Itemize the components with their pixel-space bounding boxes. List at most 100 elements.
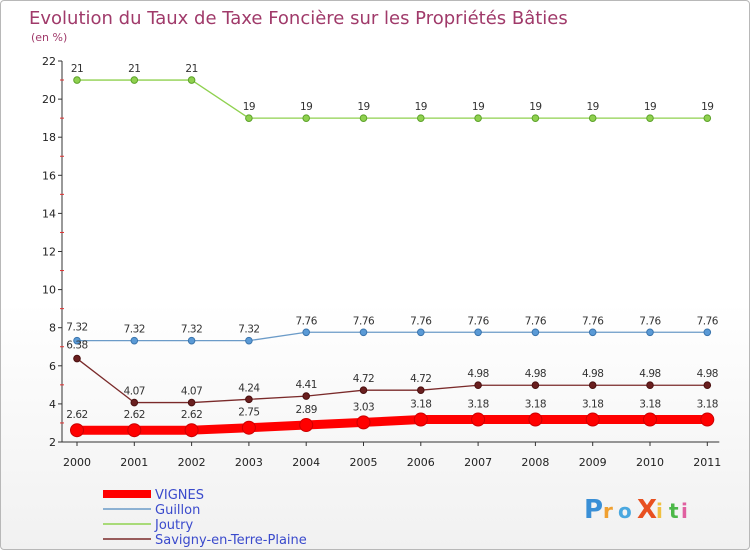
series-point-2 (703, 114, 712, 122)
data-label-1: 7.76 (353, 315, 375, 327)
data-label-0: 2.75 (238, 407, 259, 419)
data-label-3: 4.07 (124, 386, 145, 398)
y-tick-label: 2 (49, 436, 56, 449)
y-tick-label: 6 (49, 360, 56, 373)
series-point-1 (245, 336, 253, 345)
logo-letter: X (637, 495, 657, 525)
series-point-2 (187, 76, 196, 84)
data-label-2: 19 (587, 101, 599, 113)
data-label-3: 4.07 (181, 386, 202, 398)
series-point-3 (245, 395, 253, 404)
series-point-2 (531, 114, 540, 122)
data-label-3: 4.98 (467, 368, 488, 380)
x-tick-label: 2006 (407, 456, 435, 469)
series-line-0 (72, 415, 712, 435)
series-point-0 (241, 420, 256, 435)
data-label-2: 19 (415, 101, 427, 113)
data-labels: 21 21 21 19 19 19 19 19 19 19 19 19 7.32 7.32 7.32 7.32… (66, 63, 719, 421)
series-point-1 (130, 336, 139, 345)
series-point-0 (127, 423, 142, 438)
data-label-0: 2.62 (66, 409, 87, 421)
series-point-3 (187, 398, 196, 407)
series-point-0 (700, 412, 715, 427)
series-point-3 (417, 386, 425, 394)
data-label-3: 4.98 (697, 368, 718, 380)
series-point-0 (643, 412, 657, 427)
legend-label-1: Guillon (155, 503, 200, 518)
series-point-2 (588, 114, 597, 122)
series-point-2 (302, 114, 311, 122)
data-label-2: 19 (357, 101, 369, 113)
data-label-3: 4.72 (353, 373, 374, 385)
data-label-3: 4.98 (525, 368, 546, 380)
series-point-3 (531, 381, 540, 390)
y-tick-label: 20 (42, 93, 56, 106)
series-point-0 (70, 423, 84, 438)
x-tick-label: 2001 (120, 456, 148, 469)
series-point-0 (299, 418, 314, 433)
series-point-2 (417, 114, 425, 122)
data-label-2: 19 (529, 101, 541, 113)
data-label-1: 7.76 (697, 315, 719, 327)
data-label-3: 4.24 (238, 382, 260, 394)
series-line-1 (76, 331, 708, 342)
y-tick-label: 16 (42, 169, 56, 182)
data-label-3: 4.41 (296, 379, 317, 391)
data-label-0: 2.62 (124, 409, 145, 421)
series-point-1 (302, 328, 311, 337)
legend-label-2: Joutry (154, 518, 193, 533)
data-label-2: 21 (71, 63, 83, 75)
y-tick-label: 14 (42, 207, 56, 220)
series-point-0 (184, 423, 199, 438)
x-tick-label: 2011 (693, 456, 721, 469)
data-label-2: 19 (701, 101, 713, 113)
series-point-0 (585, 412, 600, 427)
data-label-1: 7.76 (525, 315, 547, 327)
y-tick-label: 8 (49, 322, 56, 335)
data-label-3: 4.98 (582, 368, 603, 380)
data-label-0: 3.18 (525, 399, 546, 411)
series-point-3 (703, 381, 712, 390)
data-label-3: 6.38 (66, 340, 87, 352)
series-line-3 (76, 357, 708, 404)
data-label-1: 7.76 (410, 315, 432, 327)
data-label-0: 3.18 (410, 399, 431, 411)
series-point-1 (646, 328, 654, 337)
data-label-0: 3.18 (467, 399, 488, 411)
data-label-2: 19 (644, 101, 656, 113)
series-point-1 (474, 328, 482, 337)
data-label-2: 21 (128, 63, 140, 75)
series-point-1 (359, 328, 368, 337)
series-point-3 (646, 381, 654, 390)
series-point-2 (359, 114, 368, 122)
y-tick-label: 18 (42, 131, 56, 144)
data-label-1: 7.76 (296, 315, 318, 327)
series-point-3 (302, 392, 311, 400)
y-tick-label: 10 (42, 284, 56, 297)
data-label-0: 2.62 (181, 409, 202, 421)
series-point-1 (588, 328, 597, 337)
series-point-3 (130, 398, 139, 407)
x-tick-label: 2000 (63, 456, 91, 469)
logo-letter: t (669, 499, 679, 523)
data-label-1: 7.32 (181, 324, 202, 336)
logo-letter: P (584, 495, 603, 525)
logo-letter: o (618, 499, 632, 523)
series-point-1 (417, 328, 425, 337)
x-tick-label: 2008 (521, 456, 549, 469)
series-point-3 (359, 386, 368, 394)
data-label-3: 4.72 (410, 373, 431, 385)
logo-letter: i (656, 499, 663, 523)
data-label-0: 3.18 (697, 399, 718, 411)
data-label-2: 19 (472, 101, 484, 113)
series-point-0 (528, 412, 543, 427)
legend-label-3: Savigny-en-Terre-Plaine (155, 533, 307, 548)
series-point-3 (588, 381, 597, 390)
series-point-1 (73, 336, 81, 345)
series-point-1 (187, 336, 196, 345)
legend-label-0: VIGNES (155, 488, 204, 503)
data-label-1: 7.32 (238, 324, 259, 336)
series-point-1 (703, 328, 712, 337)
series-point-0 (471, 412, 486, 427)
